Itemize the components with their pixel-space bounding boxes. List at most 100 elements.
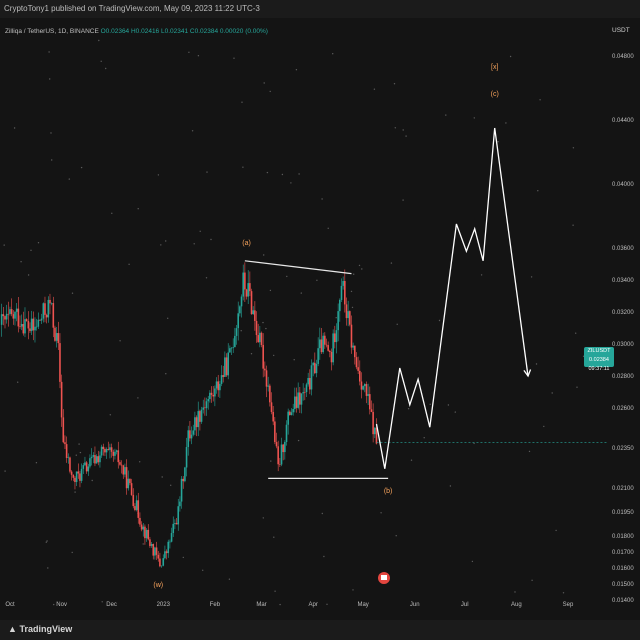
candle-body [367, 394, 369, 396]
background-dot [191, 130, 194, 132]
candle-body [179, 501, 181, 507]
candle-body [190, 434, 193, 439]
y-tick-label: 0.04400 [612, 118, 634, 124]
background-dot [157, 174, 160, 176]
candle-body [182, 478, 185, 482]
background-dot [269, 289, 272, 292]
wave-label: (c) [491, 91, 499, 98]
symbol-name: Zilliqa / TetherUS, 1D, BINANCE [5, 28, 99, 35]
candle-body [232, 347, 235, 348]
trendline [244, 260, 352, 275]
candle-body [324, 335, 326, 345]
candle-body [302, 392, 304, 394]
background-dot [321, 198, 323, 200]
y-axis: 0.04800 0.04400 0.04000 0.03600 0.03400 0.032… [612, 54, 634, 604]
candle-body [30, 318, 33, 332]
candle-body [120, 464, 123, 466]
candle-body [39, 319, 41, 321]
candle-body [12, 314, 15, 319]
candle-body [342, 281, 344, 286]
y-tick-label: 0.01500 [612, 582, 634, 588]
background-dot [46, 540, 48, 542]
candle-body [112, 451, 115, 456]
candle-body [245, 289, 248, 297]
background-dot [17, 381, 19, 383]
candle-body [312, 362, 314, 366]
background-dot [445, 114, 447, 116]
background-dot [537, 190, 539, 192]
price-tag-symbol: ZILUSDT [587, 348, 611, 354]
background-dot [326, 603, 328, 605]
candle-body [127, 478, 130, 489]
event-icon[interactable] [378, 572, 390, 584]
projection-layer [375, 127, 532, 469]
candle-body [25, 319, 28, 321]
candle-body [373, 427, 376, 435]
wave-label: (b) [384, 488, 393, 495]
candle-body [35, 326, 38, 328]
background-dot [327, 227, 329, 229]
candle-body [279, 464, 281, 465]
x-tick-label: 2023 [157, 602, 171, 608]
candle-body [97, 456, 100, 463]
candle-body [15, 308, 18, 312]
candle-body [89, 458, 91, 467]
background-dot [78, 443, 80, 445]
candle-body [254, 310, 256, 321]
candle-body [125, 467, 128, 489]
candles-layer [0, 262, 378, 568]
candle-body [60, 381, 63, 418]
background-dot [555, 529, 557, 532]
candle-body [365, 384, 368, 396]
candle-body [239, 306, 241, 314]
candle-body [304, 392, 306, 393]
logo-text: TradingView [19, 624, 73, 634]
background-dot [139, 461, 141, 463]
candle-body [212, 394, 215, 397]
candle-body [44, 303, 46, 315]
candle-body [215, 381, 218, 389]
background-dot [250, 353, 253, 355]
candle-body [194, 417, 196, 431]
background-dot [473, 442, 475, 445]
candle-body [137, 500, 140, 518]
candle-body [110, 447, 113, 452]
background-dot [528, 450, 531, 453]
background-dot [438, 319, 441, 322]
background-dot [165, 240, 167, 242]
background-dot [167, 317, 169, 319]
background-dot [423, 437, 425, 439]
candle-body [150, 544, 153, 546]
candle-body [22, 324, 25, 334]
background-dot [300, 292, 302, 294]
candle-body [372, 411, 374, 435]
candle-body [34, 326, 36, 331]
candle-body [249, 283, 251, 292]
candle-body [269, 385, 271, 403]
candle-body [330, 351, 333, 363]
background-dot [539, 99, 541, 101]
candle-body [364, 384, 366, 387]
tradingview-logo[interactable]: ▲ TradingView [8, 624, 72, 634]
candle-body [227, 352, 230, 376]
background-dot [395, 535, 397, 537]
background-dot [402, 129, 404, 131]
candle-body [187, 430, 190, 448]
background-dot [3, 244, 5, 246]
background-dot [390, 262, 393, 264]
candle-body [95, 456, 98, 464]
background-dot [509, 55, 512, 58]
y-tick-label: 0.01400 [612, 598, 634, 604]
candle-body [42, 303, 45, 319]
background-dot [98, 39, 100, 42]
candle-body [222, 375, 225, 377]
candle-body [7, 313, 10, 315]
y-tick-label: 0.01600 [612, 566, 634, 572]
price-tag-countdown: 09:37:11 [588, 366, 610, 372]
background-dot [351, 306, 354, 309]
candle-body [124, 467, 126, 475]
candle-body [162, 558, 165, 566]
publisher-bar: CryptoTony1 published on TradingView.com… [0, 0, 640, 18]
background-dot [100, 60, 102, 62]
